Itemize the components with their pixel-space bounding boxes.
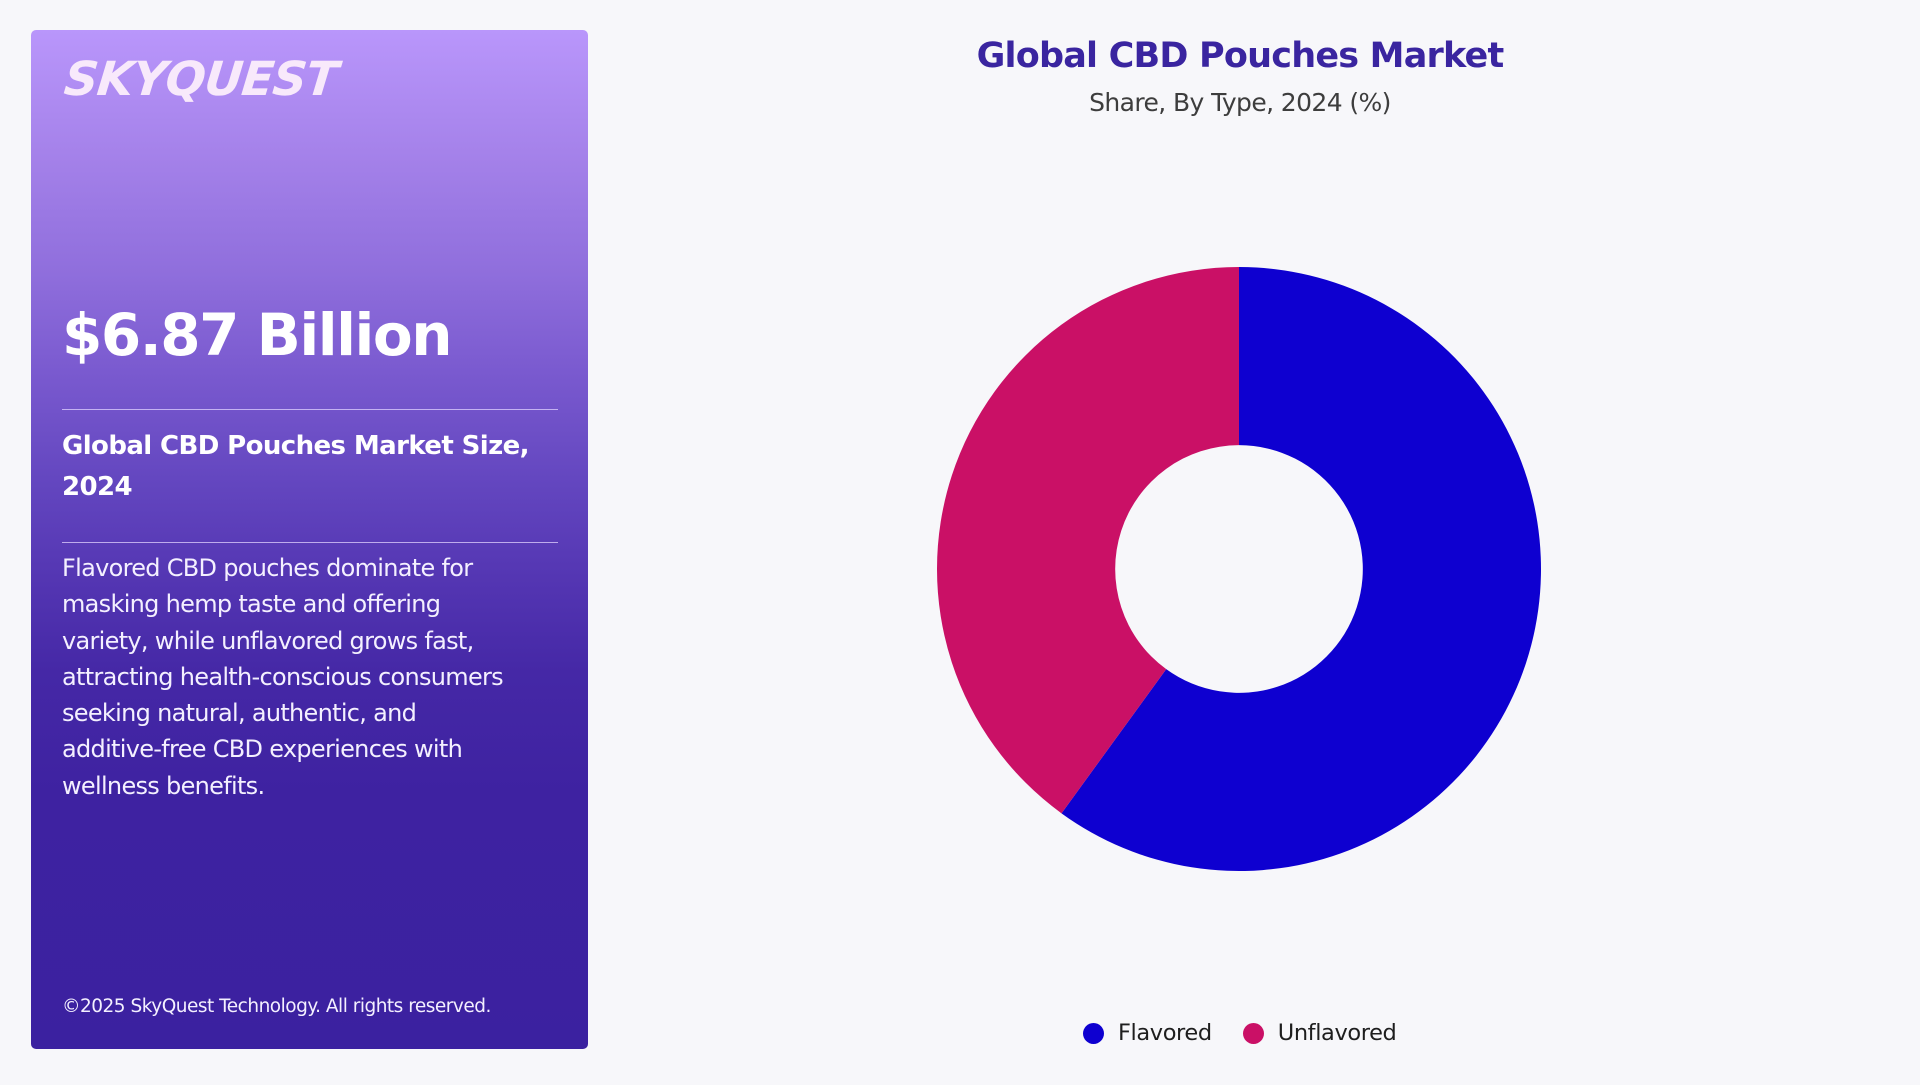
legend-dot-icon [1242, 1022, 1264, 1044]
description-line: wellness benefits. [62, 771, 265, 800]
legend-dot-icon [1083, 1022, 1104, 1044]
legend-label: Flavored [1118, 1020, 1212, 1046]
market-size-label: Global CBD Pouches Market Size, 2024 [62, 431, 530, 502]
legend-item-unflavored[interactable]: Unflavored [1242, 1020, 1397, 1046]
market-size-value: $6.87 Billion [62, 301, 453, 369]
legend-item-flavored[interactable]: Flavored [1083, 1020, 1212, 1046]
description-line: Flavored CBD pouches dominate for [62, 554, 473, 582]
summary-panel: SKYQUEST $6.87 Billion Global CBD Pouche… [31, 30, 588, 1049]
description-line: variety, while unflavored grows fast, [62, 626, 474, 655]
chart-legend: Flavored Unflavored [1083, 1020, 1427, 1046]
donut-slice-unflavored[interactable] [937, 267, 1239, 814]
copyright-text: ©2025 SkyQuest Technology. All rights re… [62, 996, 491, 1017]
description-line: attracting health-conscious consumers [62, 662, 504, 691]
divider [62, 542, 558, 543]
skyquest-logo: SKYQUEST [61, 52, 340, 107]
description-line: additive-free CBD experiences with [62, 735, 463, 764]
divider [62, 409, 558, 410]
market-description: Flavored CBD pouches dominate for maskin… [62, 550, 562, 804]
chart-title: Global CBD Pouches Market [976, 36, 1505, 76]
description-line: seeking natural, authentic, and [62, 699, 417, 728]
legend-label: Unflavored [1277, 1020, 1397, 1046]
chart-subtitle: Share, By Type, 2024 (%) [1089, 88, 1391, 117]
donut-slice-flavored[interactable] [1061, 267, 1541, 871]
description-line: masking hemp taste and offering [62, 590, 441, 619]
